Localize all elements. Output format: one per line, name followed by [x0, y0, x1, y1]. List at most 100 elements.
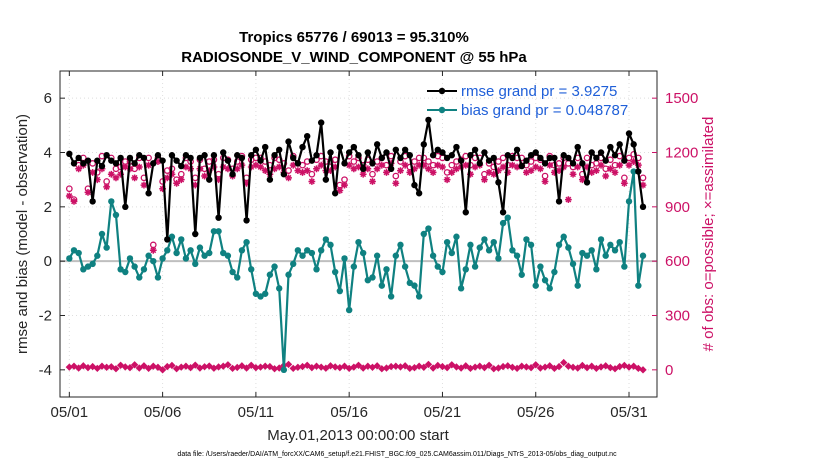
bias-point	[439, 268, 446, 276]
bias-point	[392, 252, 400, 259]
obs-count-bottom-marker	[625, 363, 633, 371]
rmse-point	[341, 160, 348, 167]
rmse-point	[579, 160, 586, 167]
obs-assimilated-marker	[70, 198, 78, 205]
obs-count-bottom-marker	[518, 362, 526, 370]
bias-point	[345, 306, 353, 314]
obs-assimilated-marker	[639, 181, 647, 189]
rmse-point	[131, 160, 138, 167]
obs-assimilated-marker	[191, 181, 199, 189]
obs-assimilated-marker	[117, 170, 125, 178]
rmse-point	[621, 157, 628, 164]
rmse-point	[154, 152, 162, 159]
bias-point	[350, 263, 358, 270]
bias-point	[94, 252, 101, 259]
obs-assimilated-marker	[406, 169, 414, 176]
obs-count-bottom-marker	[392, 362, 400, 370]
bias-point	[625, 198, 633, 205]
obs-assimilated-marker	[84, 188, 92, 196]
bias-point	[411, 282, 418, 289]
rmse-point	[406, 152, 414, 159]
rmse-point	[583, 179, 591, 186]
obs-possible-marker	[639, 174, 647, 182]
rmse-point	[588, 149, 595, 156]
bias-point	[248, 266, 255, 273]
rmse-point	[504, 152, 511, 159]
y-tick-label: -4	[39, 362, 52, 379]
bias-point	[635, 282, 642, 289]
obs-assimilated-marker	[499, 163, 507, 171]
rmse-point	[257, 157, 264, 164]
bias-point	[523, 236, 530, 243]
obs-assimilated-marker	[387, 159, 395, 167]
obs-count-bottom-marker	[270, 365, 279, 373]
obs-possible-marker	[425, 158, 432, 165]
rmse-point	[476, 160, 483, 167]
bias-point	[331, 268, 339, 276]
bias-point	[122, 268, 129, 276]
bias-point	[406, 279, 414, 287]
y-tick-label: 0	[44, 253, 52, 270]
rmse-point	[201, 152, 208, 159]
x-tick-label: 05/11	[238, 404, 274, 421]
obs-assimilated-marker	[275, 163, 283, 171]
legend-rmse-label: rmse grand pr = 3.9275	[461, 83, 617, 100]
bias-point	[569, 260, 577, 268]
obs-count-bottom-marker	[536, 364, 545, 372]
bias-point	[481, 236, 488, 243]
obs-count-bottom-marker	[532, 361, 540, 369]
bias-point	[397, 241, 404, 249]
bias-point	[164, 247, 171, 254]
y2-tick-label: 300	[665, 308, 690, 325]
bias-point	[299, 252, 306, 259]
rmse-point	[280, 171, 288, 178]
bias-point	[546, 285, 553, 292]
x-tick-label: 05/06	[144, 404, 182, 421]
bias-point	[75, 249, 82, 257]
obs-assimilated-marker	[555, 167, 563, 175]
rmse-point	[532, 149, 539, 156]
rmse-point	[89, 198, 96, 205]
bias-series	[66, 168, 647, 374]
rmse-point	[383, 149, 390, 156]
obs-assimilated-marker	[536, 165, 544, 173]
rmse-point	[378, 154, 386, 162]
bias-point	[154, 274, 162, 281]
bias-point	[434, 263, 441, 270]
rmse-point	[168, 152, 176, 159]
rmse-point	[234, 152, 241, 159]
obs-count-bottom-marker	[639, 366, 647, 374]
y-tick-label: 2	[44, 199, 52, 216]
rmse-point	[420, 141, 427, 148]
obs-possible-marker	[625, 154, 633, 162]
bias-point	[210, 228, 218, 235]
rmse-point	[355, 152, 362, 159]
plot-frame	[59, 70, 658, 398]
obs-possible-marker	[65, 185, 73, 193]
rmse-point	[560, 152, 567, 159]
obs-assimilated-marker	[550, 169, 558, 176]
rmse-point	[518, 162, 525, 170]
bias-point	[192, 260, 199, 268]
obs-count-bottom-marker	[214, 363, 223, 371]
obs-count-bottom-marker	[312, 362, 321, 370]
obs-count-bottom-marker	[354, 361, 363, 369]
rmse-point	[569, 160, 577, 167]
rmse-point	[457, 157, 465, 164]
obs-count-bottom-marker	[294, 363, 302, 371]
rmse-point	[103, 152, 110, 159]
bias-point	[513, 252, 521, 259]
y2-axis-label: # of obs: o=possible; ×=assimilated	[700, 117, 717, 352]
rmse-point	[150, 160, 157, 167]
obs-assimilated-marker	[588, 169, 596, 176]
rmse-point	[439, 149, 446, 156]
obs-assimilated-marker	[107, 170, 115, 178]
rmse-point	[555, 198, 563, 205]
obs-assimilated-marker	[453, 165, 460, 173]
obs-count-bottom-marker	[387, 362, 395, 371]
rmse-point	[551, 154, 558, 162]
bias-point	[532, 282, 539, 289]
obs-count-bottom-marker	[443, 363, 451, 372]
obs-assimilated-marker	[532, 163, 540, 171]
rmse-point	[415, 190, 423, 197]
